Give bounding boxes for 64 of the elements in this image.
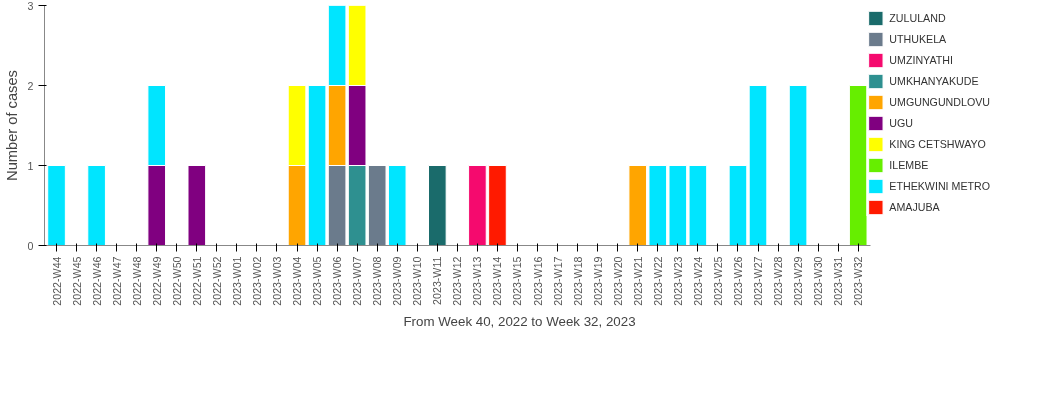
x-tick-label: 2022-W46 xyxy=(90,256,103,306)
x-tick-label: 2023-W11 xyxy=(431,256,444,305)
x-tick-label: 2023-W25 xyxy=(711,256,724,306)
legend-label: UTHUKELA xyxy=(889,33,947,45)
x-tick-label: 2023-W26 xyxy=(731,256,744,306)
y-tick-label: 0 xyxy=(27,239,34,252)
x-tick-label: 2022-W52 xyxy=(210,256,223,306)
x-tick-label: 2023-W14 xyxy=(491,256,504,306)
legend-label: ZULULAND xyxy=(889,12,946,24)
x-tick-label: 2023-W31 xyxy=(832,256,845,306)
x-tick-label: 2023-W10 xyxy=(411,256,424,306)
x-tick-label: 2023-W07 xyxy=(351,256,364,306)
x-tick-label: 2023-W09 xyxy=(391,256,404,306)
legend-label: ETHEKWINI METRO xyxy=(889,180,990,192)
x-tick-label: 2023-W13 xyxy=(471,256,484,306)
x-tick-label: 2023-W22 xyxy=(651,256,664,306)
x-tick-label: 2022-W47 xyxy=(110,256,123,306)
x-tick-label: 2022-W49 xyxy=(150,256,163,306)
x-tick-label: 2023-W03 xyxy=(270,256,283,306)
x-tick-label: 2023-W06 xyxy=(331,256,344,306)
x-axis-title: From Week 40, 2022 to Week 32, 2023 xyxy=(403,313,636,329)
x-tick-label: 2023-W12 xyxy=(451,256,464,306)
bar xyxy=(788,85,808,246)
x-tick-label: 2022-W51 xyxy=(190,256,203,306)
x-tick-label: 2023-W18 xyxy=(571,256,584,306)
x-tick-label: 2023-W05 xyxy=(311,256,324,306)
x-tick-label: 2023-W16 xyxy=(531,256,544,306)
x-tick-label: 2023-W21 xyxy=(631,256,644,306)
y-tick-label: 3 xyxy=(27,0,34,12)
legend-label: AMAJUBA xyxy=(889,201,940,213)
x-tick-label: 2023-W20 xyxy=(611,256,624,306)
legend-label: ILEMBE xyxy=(889,159,929,171)
x-tick-label: 2022-W48 xyxy=(130,256,143,306)
bar xyxy=(87,165,106,246)
legend-label: UMKHANYAKUDE xyxy=(889,75,979,87)
bar xyxy=(47,165,66,246)
legend-label: UMGUNGUNDLOVU xyxy=(889,96,990,108)
x-tick-label: 2023-W24 xyxy=(691,256,704,306)
bar xyxy=(428,165,447,246)
x-tick-label: 2023-W01 xyxy=(230,256,243,306)
x-tick-label: 2022-W44 xyxy=(50,256,63,306)
x-tick-label: 2022-W50 xyxy=(170,256,183,306)
x-tick-label: 2023-W02 xyxy=(250,256,263,306)
bar xyxy=(187,165,207,246)
bar xyxy=(728,165,748,246)
x-tick-label: 2023-W32 xyxy=(852,256,865,306)
y-tick-label: 2 xyxy=(27,79,34,92)
legend-label: KING CETSHWAYO xyxy=(889,138,986,150)
y-axis-title: Number of cases xyxy=(3,70,20,181)
x-tick-label: 2023-W28 xyxy=(772,256,785,306)
x-tick-label: 2023-W04 xyxy=(291,256,304,306)
legend-label: UMZINYATHI xyxy=(889,54,953,66)
x-tick-label: 2023-W15 xyxy=(511,256,524,306)
x-tick-label: 2023-W17 xyxy=(551,256,564,306)
x-tick-label: 2023-W08 xyxy=(371,256,384,306)
bar xyxy=(748,85,768,246)
x-tick-label: 2023-W27 xyxy=(752,256,764,306)
x-tick-label: 2022-W45 xyxy=(70,256,83,306)
x-tick-label: 2023-W19 xyxy=(591,256,604,306)
x-tick-label: 2023-W29 xyxy=(792,256,805,306)
x-tick-label: 2023-W23 xyxy=(671,256,684,306)
y-tick-label: 1 xyxy=(27,159,34,172)
x-tick-label: 2023-W30 xyxy=(812,256,825,306)
legend-label: UGU xyxy=(889,117,914,129)
